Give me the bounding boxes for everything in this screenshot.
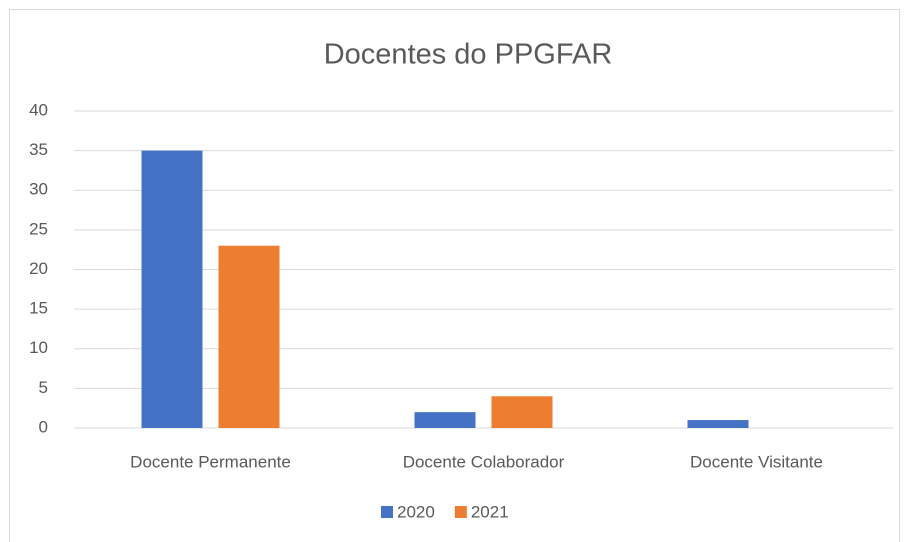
bar <box>491 396 553 428</box>
y-tick-label: 5 <box>39 378 48 397</box>
y-tick-label: 25 <box>29 219 48 238</box>
y-tick-label: 15 <box>29 299 48 318</box>
x-tick-label: Docente Permanente <box>130 452 291 471</box>
x-tick-label: Docente Colaborador <box>403 452 565 471</box>
y-tick-label: 30 <box>29 180 48 199</box>
x-tick-label: Docente Visitante <box>690 452 823 471</box>
bar <box>218 245 280 428</box>
legend-label: 2021 <box>471 502 509 521</box>
legend-label: 2020 <box>397 502 435 521</box>
bar <box>414 412 476 428</box>
y-tick-label: 40 <box>29 100 48 119</box>
legend-swatch <box>454 506 467 518</box>
legend-swatch <box>381 506 393 518</box>
y-tick-label: 0 <box>39 417 48 436</box>
y-tick-label: 10 <box>29 338 48 357</box>
y-tick-label: 35 <box>29 140 48 159</box>
bar <box>141 150 203 428</box>
chart-title: Docentes do PPGFAR <box>324 39 613 71</box>
bar <box>687 420 749 428</box>
y-tick-label: 20 <box>29 259 48 278</box>
